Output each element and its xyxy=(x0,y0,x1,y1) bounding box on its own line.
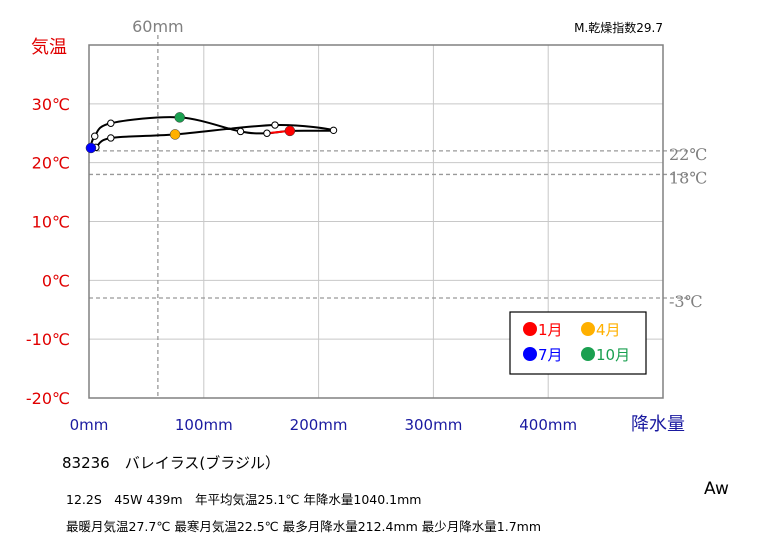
month-point xyxy=(91,132,99,140)
legend-marker xyxy=(523,347,537,361)
reference-lines: 60mm 22℃ 18℃ -3℃ xyxy=(89,17,707,398)
station-name: 83236 バレイラス(ブラジル） xyxy=(62,454,280,472)
y-tick-label: 0℃ xyxy=(42,271,70,290)
month-points xyxy=(85,112,338,154)
month-point xyxy=(263,129,271,137)
climate-curve xyxy=(89,116,335,151)
reference-label-y: 22℃ xyxy=(669,145,707,164)
month-point xyxy=(236,127,245,136)
month-point-highlight xyxy=(284,125,296,137)
reference-label-y: -3℃ xyxy=(669,292,702,311)
legend: 1月 4月 7月 10月 xyxy=(509,311,647,375)
y-axis-title: 気温 xyxy=(31,37,67,58)
month-point xyxy=(329,126,338,135)
station-summary-line-1: 12.2S 45W 439m 年平均気温25.1℃ 年降水量1040.1mm xyxy=(66,492,422,507)
legend-box xyxy=(509,311,647,375)
legend-marker xyxy=(581,322,595,336)
x-tick-label: 100mm xyxy=(175,416,233,434)
legend-label: 10月 xyxy=(596,346,630,364)
month-point xyxy=(107,119,115,127)
legend-label: 7月 xyxy=(538,346,563,364)
reference-label-x: 60mm xyxy=(132,17,184,36)
grid-lines xyxy=(89,45,663,398)
month-point xyxy=(271,121,279,129)
y-tick-label: -10℃ xyxy=(26,330,70,349)
reference-label-y: 18℃ xyxy=(669,168,707,187)
climate-path xyxy=(89,116,335,151)
aridity-index-label: M.乾燥指数29.7 xyxy=(574,20,663,35)
y-tick-label: 20℃ xyxy=(32,154,70,173)
x-tick-label: 400mm xyxy=(519,416,577,434)
month-point-highlight xyxy=(174,112,185,123)
x-tick-label: 300mm xyxy=(404,416,462,434)
month-point-highlight xyxy=(169,129,181,140)
y-tick-label: -20℃ xyxy=(26,389,70,408)
legend-marker xyxy=(523,322,537,336)
legend-label: 4月 xyxy=(596,321,621,339)
x-tick-label: 200mm xyxy=(290,416,348,434)
legend-label: 1月 xyxy=(538,321,563,339)
y-tick-label: 30℃ xyxy=(32,95,70,114)
x-tick-label: 0mm xyxy=(70,416,109,434)
y-tick-label: 10℃ xyxy=(32,213,70,232)
x-axis-title: 降水量 xyxy=(631,414,685,435)
month-point xyxy=(107,134,115,142)
koppen-climate-code: Aw xyxy=(704,479,729,499)
legend-marker xyxy=(581,347,595,361)
month-point-highlight xyxy=(85,142,97,154)
station-summary-line-2: 最暖月気温27.7℃ 最寒月気温22.5℃ 最多月降水量212.4mm 最少月降… xyxy=(66,519,542,534)
plot-frame xyxy=(88,44,664,399)
